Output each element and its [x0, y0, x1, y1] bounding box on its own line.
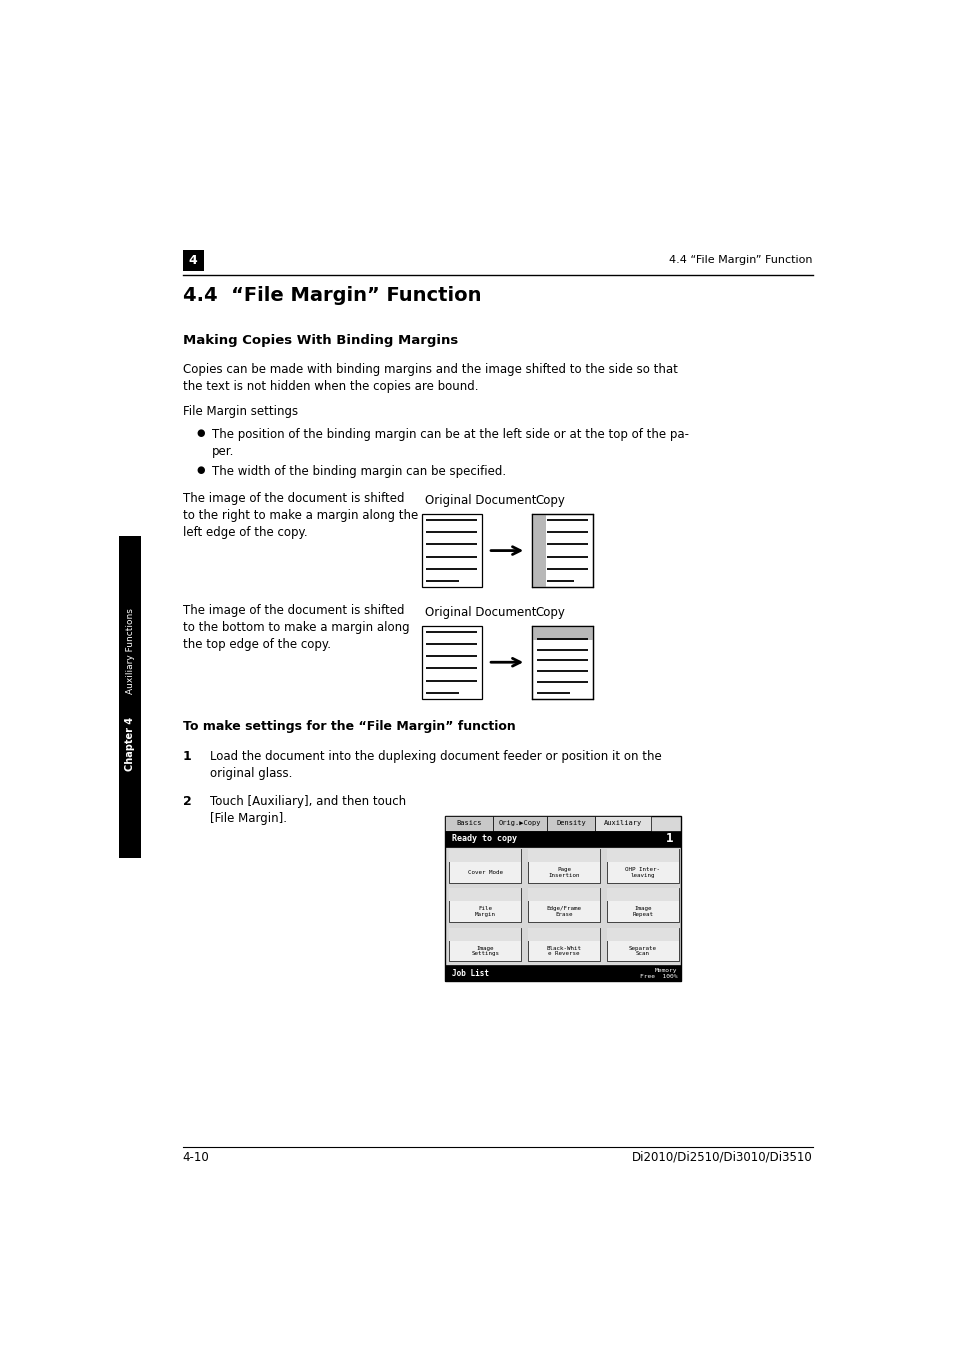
Text: Separate
Scan: Separate Scan	[628, 946, 657, 957]
Text: the text is not hidden when the copies are bound.: the text is not hidden when the copies a…	[183, 380, 477, 393]
Bar	[183, 250, 204, 270]
Bar	[546, 816, 595, 831]
Text: ●: ●	[196, 428, 205, 438]
Text: the top edge of the copy.: the top edge of the copy.	[183, 638, 331, 651]
Text: 4.4 “File Margin” Function: 4.4 “File Margin” Function	[669, 255, 812, 265]
Bar	[528, 889, 599, 921]
Text: Edge/Frame
Erase: Edge/Frame Erase	[546, 907, 581, 917]
Text: to the right to make a margin along the: to the right to make a margin along the	[183, 509, 417, 523]
Text: 1: 1	[665, 832, 673, 846]
Bar	[421, 626, 481, 698]
Text: To make settings for the “File Margin” function: To make settings for the “File Margin” f…	[183, 720, 515, 734]
Text: File Margin settings: File Margin settings	[183, 405, 297, 417]
Text: Making Copies With Binding Margins: Making Copies With Binding Margins	[183, 334, 457, 347]
Text: 4: 4	[189, 254, 197, 266]
Text: Copy: Copy	[535, 494, 565, 507]
Text: Black-Whit
e Reverse: Black-Whit e Reverse	[546, 946, 581, 957]
Text: Density: Density	[556, 820, 585, 827]
Bar	[119, 536, 141, 858]
Text: Basics: Basics	[456, 820, 481, 827]
Bar	[528, 848, 599, 882]
Bar	[528, 848, 599, 862]
Text: Original Document: Original Document	[425, 605, 537, 619]
Bar	[449, 928, 520, 962]
Text: Copies can be made with binding margins and the image shifted to the side so tha: Copies can be made with binding margins …	[183, 363, 677, 376]
Bar	[493, 816, 546, 831]
Text: original glass.: original glass.	[210, 766, 292, 780]
Bar	[444, 831, 680, 847]
Text: File
Margin: File Margin	[475, 907, 496, 917]
Text: 2: 2	[183, 794, 192, 808]
Text: ●: ●	[196, 466, 205, 476]
Bar	[606, 889, 679, 901]
Bar	[606, 928, 679, 962]
Bar	[532, 513, 592, 588]
Text: 1: 1	[183, 750, 192, 762]
Bar	[528, 928, 599, 940]
Bar	[606, 848, 679, 882]
Bar	[449, 848, 520, 882]
Text: 4.4  “File Margin” Function: 4.4 “File Margin” Function	[183, 286, 481, 305]
Text: Image
Settings: Image Settings	[471, 946, 498, 957]
Text: Touch [Auxiliary], and then touch: Touch [Auxiliary], and then touch	[210, 794, 406, 808]
Bar	[449, 889, 520, 901]
Bar	[449, 889, 520, 921]
Bar	[532, 626, 592, 698]
Text: Ready to copy: Ready to copy	[452, 835, 517, 843]
Text: The width of the binding margin can be specified.: The width of the binding margin can be s…	[212, 466, 506, 478]
Text: The position of the binding margin can be at the left side or at the top of the : The position of the binding margin can b…	[212, 428, 688, 440]
Text: Image
Repeat: Image Repeat	[632, 907, 653, 917]
Bar	[421, 513, 481, 588]
Text: Load the document into the duplexing document feeder or position it on the: Load the document into the duplexing doc…	[210, 750, 661, 762]
Bar	[532, 626, 592, 640]
Text: per.: per.	[212, 444, 234, 458]
Text: 4-10: 4-10	[183, 1151, 210, 1163]
Text: Copy: Copy	[535, 605, 565, 619]
Text: Di2010/Di2510/Di3010/Di3510: Di2010/Di2510/Di3010/Di3510	[632, 1151, 812, 1163]
Text: Job List: Job List	[452, 969, 489, 978]
Bar	[449, 848, 520, 862]
Text: The image of the document is shifted: The image of the document is shifted	[183, 604, 404, 617]
Bar	[444, 816, 493, 831]
Bar	[528, 889, 599, 901]
Text: Page
Insertion: Page Insertion	[548, 867, 579, 878]
Text: left edge of the copy.: left edge of the copy.	[183, 527, 307, 539]
Bar	[595, 816, 650, 831]
Bar	[606, 928, 679, 940]
Text: Original Document: Original Document	[425, 494, 537, 507]
Text: Auxiliary: Auxiliary	[603, 820, 641, 827]
Text: Chapter 4: Chapter 4	[125, 716, 135, 770]
Bar	[449, 928, 520, 940]
Bar	[606, 848, 679, 862]
Text: Memory
Free  100%: Memory Free 100%	[639, 967, 677, 978]
Text: Auxiliary Functions: Auxiliary Functions	[126, 608, 134, 694]
Bar	[528, 928, 599, 962]
Bar	[606, 889, 679, 921]
Text: OHP Inter-
leaving: OHP Inter- leaving	[625, 867, 659, 878]
Bar	[444, 816, 680, 981]
Text: Cover Mode: Cover Mode	[467, 870, 502, 874]
Bar	[444, 965, 680, 981]
Bar	[532, 513, 545, 588]
Text: The image of the document is shifted: The image of the document is shifted	[183, 493, 404, 505]
Text: to the bottom to make a margin along: to the bottom to make a margin along	[183, 621, 409, 634]
Text: Orig.▶Copy: Orig.▶Copy	[498, 820, 540, 827]
Text: [File Margin].: [File Margin].	[210, 812, 287, 825]
